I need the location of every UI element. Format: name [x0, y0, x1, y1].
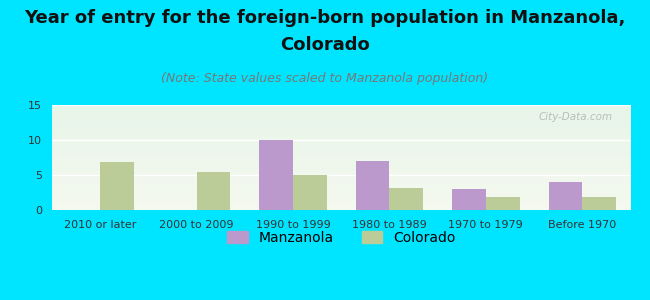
Text: Year of entry for the foreign-born population in Manzanola,: Year of entry for the foreign-born popul… — [24, 9, 626, 27]
Legend: Manzanola, Colorado: Manzanola, Colorado — [221, 225, 462, 250]
Bar — [389, 188, 423, 210]
Text: Colorado: Colorado — [280, 36, 370, 54]
Bar — [259, 140, 293, 210]
Bar — [293, 175, 327, 210]
Bar — [582, 197, 616, 210]
Bar — [100, 162, 134, 210]
Bar — [452, 189, 486, 210]
Bar — [486, 197, 519, 210]
Text: (Note: State values scaled to Manzanola population): (Note: State values scaled to Manzanola … — [161, 72, 489, 85]
Bar — [356, 161, 389, 210]
Bar — [196, 172, 230, 210]
Text: City-Data.com: City-Data.com — [539, 112, 613, 122]
Bar — [549, 182, 582, 210]
